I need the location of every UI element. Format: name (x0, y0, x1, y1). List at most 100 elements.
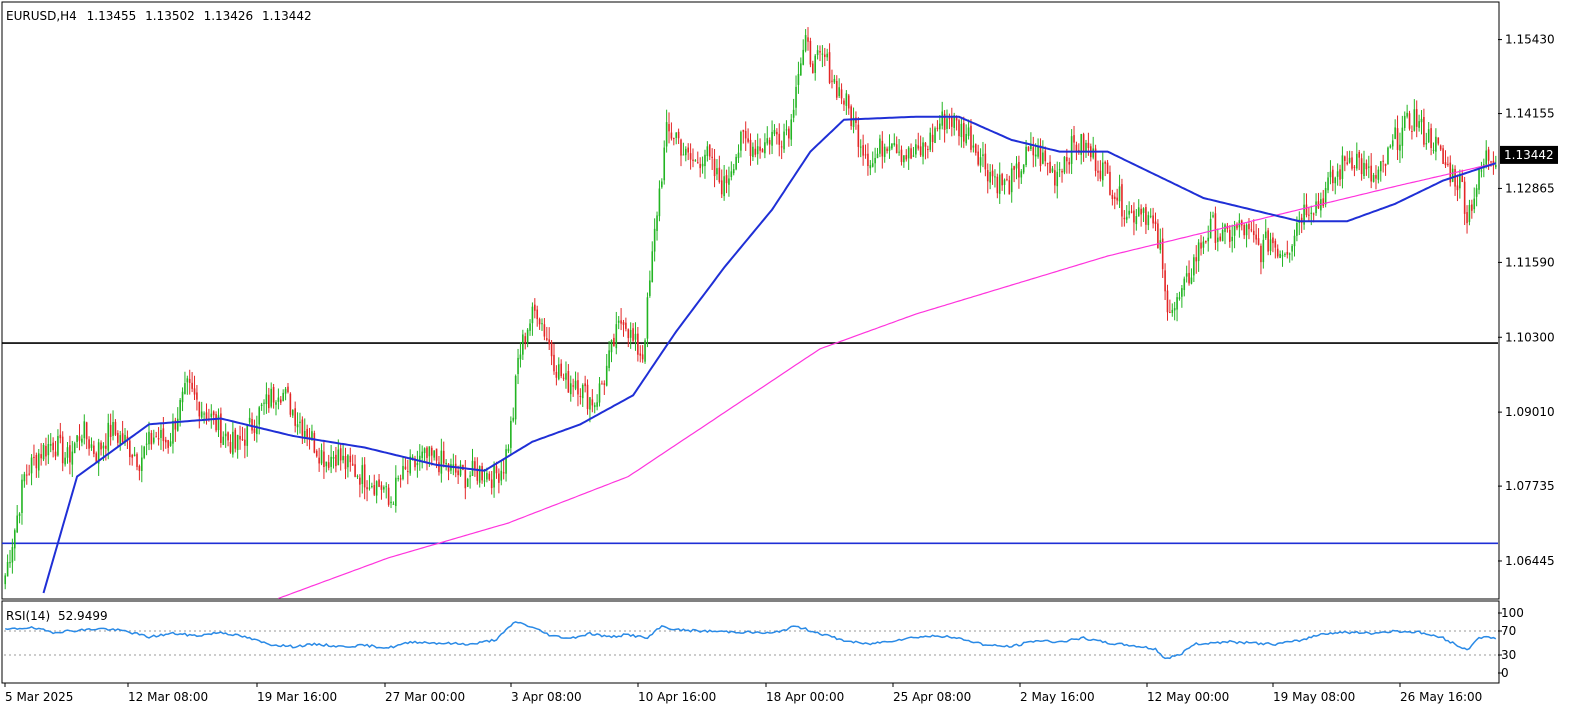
candle (546, 326, 548, 342)
candle (1274, 238, 1277, 259)
candle (526, 328, 529, 348)
candle (514, 374, 517, 425)
candle (1224, 223, 1226, 245)
candle (124, 428, 126, 446)
candle (982, 141, 984, 168)
time-tick-label: 12 May 00:00 (1147, 690, 1229, 704)
candle (704, 149, 706, 179)
candle (591, 389, 594, 413)
candle (812, 60, 814, 74)
candle (234, 427, 237, 453)
candle (464, 460, 467, 500)
candle (239, 425, 241, 450)
candle (140, 445, 143, 483)
candle (1449, 155, 1452, 187)
candle (366, 480, 368, 502)
candle (1430, 123, 1432, 156)
candle (1245, 223, 1248, 248)
candle (919, 135, 922, 157)
candle (555, 365, 558, 386)
candle (519, 342, 522, 368)
candle (359, 474, 361, 498)
candle (476, 457, 479, 485)
candle (776, 128, 778, 145)
candle (943, 110, 946, 143)
candle (1327, 171, 1329, 194)
candle (725, 169, 728, 194)
candle (828, 43, 831, 85)
candle (538, 317, 541, 330)
candle (59, 422, 62, 444)
candle (212, 410, 215, 425)
candle (939, 115, 941, 140)
candle (816, 45, 819, 60)
candle (1332, 165, 1334, 192)
candle (974, 143, 977, 156)
candle (1042, 140, 1044, 165)
rsi-line (5, 621, 1497, 660)
candle (807, 27, 809, 51)
candle (1444, 150, 1447, 169)
candle (1130, 205, 1133, 214)
candle (1439, 144, 1442, 152)
candle (117, 430, 119, 448)
candle (136, 452, 138, 471)
candle (351, 454, 354, 466)
candle (1423, 108, 1425, 148)
candle (1281, 250, 1284, 267)
candle (1406, 104, 1408, 119)
candle (907, 146, 910, 170)
candle (1073, 125, 1075, 151)
candle (347, 454, 349, 478)
candle (1315, 193, 1317, 216)
time-tick-label: 25 Apr 08:00 (893, 690, 971, 704)
candle (258, 405, 261, 435)
candle (1140, 204, 1142, 227)
candle (16, 504, 18, 534)
candle (138, 464, 141, 481)
rsi-tick-label: 70 (1501, 624, 1516, 638)
candle (220, 407, 222, 448)
candle (251, 412, 253, 434)
candle (421, 445, 423, 469)
candle (47, 434, 50, 465)
candle (1346, 151, 1349, 166)
candle (560, 359, 562, 379)
candle (301, 416, 304, 444)
candle (1219, 233, 1222, 242)
candle (1104, 160, 1106, 177)
candle (673, 137, 675, 146)
candle (615, 311, 618, 355)
candle (1394, 119, 1396, 140)
candle (502, 459, 505, 480)
candle (404, 457, 407, 471)
candle (1118, 174, 1121, 208)
candle (383, 485, 385, 493)
candle (1360, 153, 1363, 181)
candle (1097, 160, 1099, 182)
rsi-header: RSI(14) 52.9499 (6, 609, 108, 623)
candle (692, 148, 694, 168)
candle (646, 292, 649, 348)
candle (1305, 193, 1308, 218)
candle (78, 424, 81, 451)
candle (1181, 284, 1183, 308)
candle (1154, 212, 1157, 232)
candle (1051, 165, 1054, 174)
candle (1420, 110, 1423, 135)
candle (773, 124, 776, 137)
candle (133, 446, 136, 457)
candle (248, 408, 251, 425)
candle (315, 449, 318, 458)
candle (862, 134, 864, 166)
candle (708, 144, 711, 161)
candle (1341, 146, 1344, 189)
candle (747, 128, 749, 144)
candle (423, 447, 426, 463)
candle (323, 441, 325, 479)
candle (965, 124, 967, 146)
candle (167, 439, 169, 454)
candle (991, 164, 994, 185)
candle (200, 401, 203, 419)
rsi-tick-label: 0 (1501, 666, 1509, 680)
